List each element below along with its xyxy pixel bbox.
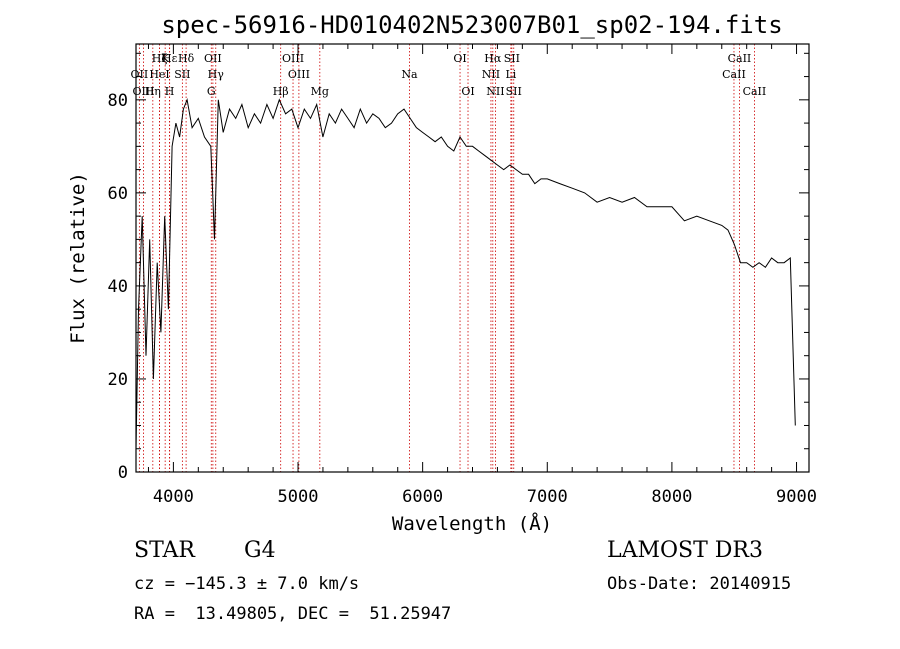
y-axis-label: Flux (relative) [67, 172, 89, 344]
x-tick-label-3: 7000 [527, 487, 568, 507]
line-label-4: K [161, 52, 170, 65]
line-label-16: Mg [311, 85, 329, 98]
line-label-2: OIII [132, 85, 154, 98]
line-label-22: NII [482, 68, 500, 81]
line-label-18: OI [453, 52, 466, 65]
redshift-cz: cz = −145.3 ± 7.0 km/s [134, 574, 360, 594]
x-tick-label-4: 8000 [651, 487, 692, 507]
x-axis-ticks: 4000 5000 6000 7000 8000 9000 [147, 44, 817, 507]
line-label-23: Li [505, 68, 516, 81]
spectral-line-markers [138, 44, 755, 472]
line-label-3: Hζ [152, 52, 168, 65]
x-tick-label-0: 4000 [153, 487, 194, 507]
line-label-0: Hε [162, 52, 178, 65]
y-tick-label-1: 20 [108, 370, 128, 390]
line-label-20: Hα [484, 52, 502, 65]
line-label-17: Na [401, 68, 418, 81]
line-label-7: Hη [145, 85, 161, 98]
line-label-15: Hβ [273, 85, 289, 98]
line-label-14: OIII [288, 68, 310, 81]
x-axis-label: Wavelength (Å) [392, 512, 552, 535]
line-label-25: SII [506, 85, 522, 98]
line-label-8: H [165, 85, 175, 98]
y-tick-label-2: 40 [108, 277, 128, 297]
line-label-1: OII [131, 68, 149, 81]
x-tick-label-1: 5000 [278, 487, 319, 507]
line-label-26: CaII [728, 52, 752, 65]
line-label-10: OII [204, 52, 222, 65]
spectrum-series [135, 97, 796, 449]
line-label-13: OIII [282, 52, 304, 65]
coordinates: RA = 13.49805, DEC = 51.25947 [134, 604, 452, 624]
y-tick-label-0: 0 [118, 463, 128, 483]
line-label-19: OI [461, 85, 474, 98]
line-label-12: G [207, 85, 216, 98]
y-tick-label-4: 80 [108, 91, 128, 111]
line-label-5: HeI [149, 68, 169, 81]
line-label-21: SII [504, 52, 520, 65]
object-class: STAR [134, 538, 195, 563]
y-axis-ticks: 0 20 40 60 80 [108, 52, 809, 483]
chart-title: spec-56916-HD010402N523007B01_sp02-194.f… [161, 11, 782, 39]
line-label-11: Hγ [208, 68, 225, 81]
x-tick-label-2: 6000 [402, 487, 443, 507]
line-label-24: NII [486, 85, 504, 98]
observation-date: Obs-Date: 20140915 [607, 574, 792, 594]
y-tick-label-3: 60 [108, 184, 128, 204]
line-label-6: SII [174, 68, 190, 81]
plot-frame [135, 43, 810, 473]
x-tick-label-5: 9000 [776, 487, 817, 507]
line-label-28: CaII [743, 85, 767, 98]
subclass: G4 [244, 538, 276, 563]
spectral-line-labels: Hε OII OIII HζK HeI SII Hη H Hδ OII Hγ G OIII OIII Hβ M… [131, 52, 767, 98]
line-label-27: CaII [722, 68, 746, 81]
survey-name: LAMOST DR3 [607, 538, 763, 563]
line-label-9: Hδ [178, 52, 195, 65]
